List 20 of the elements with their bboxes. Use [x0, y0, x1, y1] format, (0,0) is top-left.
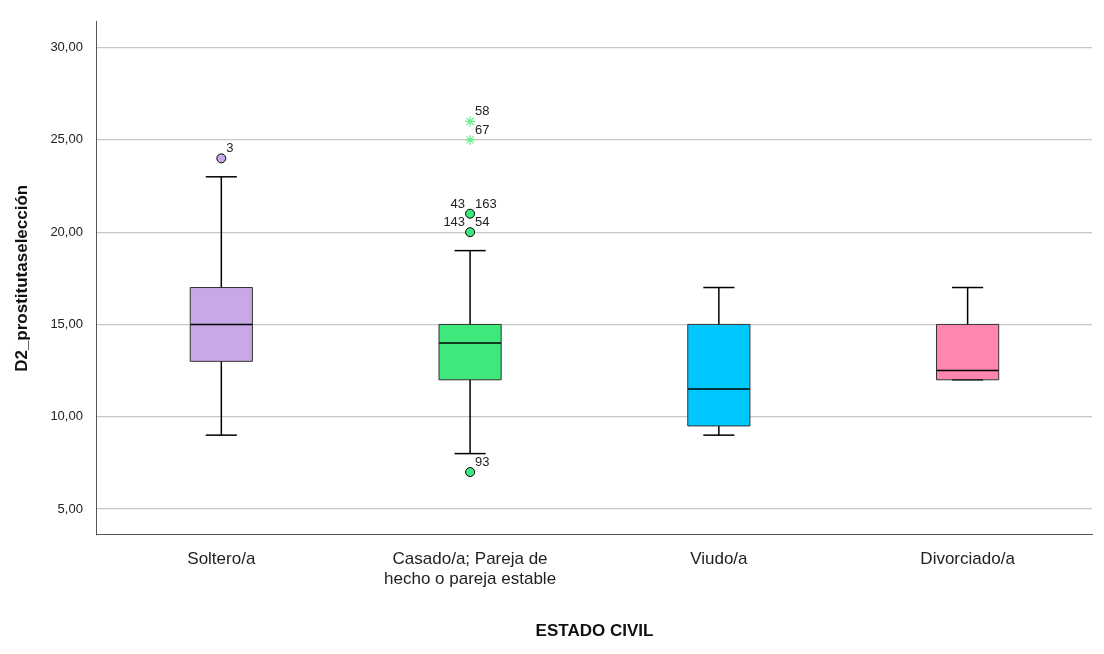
x-tick-label: Casado/a; Pareja de hecho o pareja estable — [384, 548, 557, 589]
x-tick-label: Viudo/a — [690, 548, 749, 568]
annotation: 43 — [450, 195, 466, 211]
annotation: 58 — [475, 103, 490, 119]
y-tick-label: 25,00 — [50, 131, 83, 147]
annotation: 54 — [475, 214, 490, 230]
annotation: 93 — [475, 454, 490, 470]
x-axis-title: ESTADO CIVIL — [535, 621, 654, 641]
annotation: 3 — [226, 140, 234, 156]
y-tick-label: 30,00 — [50, 39, 83, 55]
y-axis-title: D2_prostitutaselección — [11, 184, 31, 372]
annotation: 163 — [475, 195, 497, 211]
y-tick-label: 15,00 — [50, 316, 83, 332]
x-tick-label: Divorciado/a — [920, 548, 1016, 568]
y-tick-label: 20,00 — [50, 223, 83, 239]
y-tick-label: 5,00 — [57, 500, 83, 516]
y-tick-label: 10,00 — [50, 408, 83, 424]
annotation: 143 — [443, 214, 466, 230]
x-tick-label: Soltero/a — [187, 548, 256, 568]
annotation: 67 — [475, 121, 490, 137]
